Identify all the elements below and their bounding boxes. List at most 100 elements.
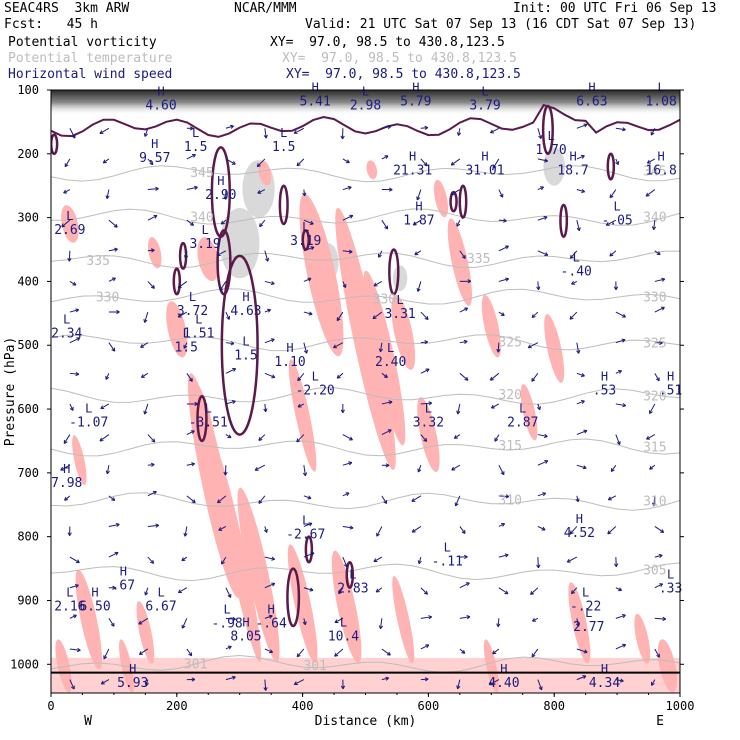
wind-arrowhead: [99, 130, 104, 135]
wind-shaft: [490, 372, 500, 381]
wind-shaft: [259, 219, 266, 227]
extremum-L: L2.34: [51, 312, 82, 341]
valid-time: Valid: 21 UTC Sat 07 Sep 13 (16 CDT Sat …: [305, 17, 697, 32]
wind-arrowhead: [464, 554, 468, 560]
wind-arrowhead: [310, 246, 315, 251]
wind-shaft: [650, 128, 656, 136]
theta-label: 335: [86, 254, 109, 269]
wind-vector: [498, 311, 505, 317]
wind-vector: [219, 281, 227, 292]
wind-shaft: [225, 676, 236, 681]
wind-shaft: [459, 526, 466, 534]
extremum-value: 1.5: [174, 340, 197, 355]
wind-vector: [381, 155, 389, 160]
extremum-value: 4.52: [564, 526, 595, 541]
wind-shaft: [184, 526, 188, 537]
wind-vector: [108, 585, 116, 590]
pv-contour-cell: [458, 184, 468, 219]
wind-shaft: [303, 522, 313, 527]
wind-vector: [459, 554, 468, 560]
wind-arrowhead: [183, 344, 188, 349]
wind-vector: [264, 556, 276, 561]
wind-shaft: [185, 250, 188, 259]
wind-arrowhead: [265, 257, 270, 262]
wind-arrowhead: [622, 643, 627, 648]
wind-vector: [186, 462, 196, 467]
wind-vector: [225, 341, 235, 346]
wind-shaft: [576, 372, 585, 377]
wind-vector: [613, 281, 619, 291]
wind-shaft: [576, 189, 585, 193]
extremum-value: 16.8: [645, 164, 676, 179]
wind-arrowhead: [571, 280, 575, 285]
wind-arrowhead: [218, 527, 223, 531]
extremum-L: L-1.07: [69, 402, 108, 431]
extremum-value: 6.63: [576, 95, 607, 110]
wind-arrowhead: [496, 348, 501, 353]
extremum-value: -.05: [601, 213, 632, 228]
wind-vector: [605, 219, 617, 226]
wind-shaft: [64, 495, 71, 501]
wind-shaft: [177, 281, 188, 289]
wind-shaft: [450, 158, 461, 166]
wind-shaft: [537, 186, 544, 191]
extremum-kind: L: [547, 129, 554, 143]
extremum-L: L.33: [659, 568, 682, 597]
wind-vector: [576, 154, 585, 160]
wind-arrowhead: [263, 528, 268, 533]
wind-arrowhead: [373, 282, 378, 287]
wind-arrowhead: [504, 590, 509, 595]
wind-shaft: [576, 342, 580, 354]
wind-shaft: [186, 463, 195, 466]
wind-arrowhead: [345, 159, 350, 164]
wind-arrowhead: [411, 498, 416, 502]
wind-shaft: [264, 582, 275, 589]
wind-vector: [420, 311, 429, 321]
wind-shaft: [537, 158, 548, 162]
wind-arrowhead: [152, 490, 157, 495]
wind-shaft: [566, 556, 578, 563]
wind-arrowhead: [531, 314, 536, 319]
wind-shaft: [60, 464, 71, 471]
wind-shaft: [420, 434, 428, 442]
negative-pv-region: [299, 193, 344, 357]
wind-arrowhead: [64, 496, 69, 501]
wind-vector: [537, 459, 549, 466]
wind-arrowhead: [219, 287, 224, 292]
extremum-value: 4.63: [230, 304, 261, 319]
wind-vector: [649, 464, 656, 470]
wind-shaft: [606, 219, 617, 226]
y-tick-label: 400: [17, 274, 39, 288]
wind-arrowhead: [347, 185, 352, 190]
wind-vector: [340, 679, 346, 690]
wind-shaft: [264, 280, 275, 285]
extremum-kind: L: [195, 312, 202, 326]
wind-arrowhead: [230, 124, 234, 129]
wind-arrowhead: [189, 126, 194, 131]
extremum-kind: L: [396, 293, 403, 307]
wind-vector: [450, 189, 461, 196]
wind-vector: [576, 648, 588, 654]
wind-vector: [220, 219, 227, 225]
extremum-H: H9.57: [139, 137, 170, 166]
wind-arrowhead: [76, 337, 81, 342]
extremum-L: L-.22: [570, 585, 601, 614]
extremum-kind: H: [129, 662, 136, 676]
extremum-kind: L: [425, 402, 432, 416]
extremum-value: 7.98: [51, 476, 82, 491]
wind-shaft: [147, 491, 157, 497]
extremum-value: 3.19: [290, 234, 321, 249]
wind-shaft: [653, 495, 656, 507]
theta-label: 320: [643, 389, 666, 404]
wind-vector: [69, 128, 76, 139]
extremum-H: H6.63: [576, 81, 607, 110]
wind-vector: [536, 281, 541, 291]
wind-vector: [373, 280, 383, 287]
wind-shaft: [264, 338, 275, 344]
wind-vector: [225, 616, 236, 622]
wind-arrowhead: [659, 583, 664, 588]
negative-pv-region: [447, 218, 472, 307]
wind-arrowhead: [428, 615, 433, 620]
wind-arrowhead: [505, 245, 509, 250]
wind-shaft: [264, 372, 276, 378]
